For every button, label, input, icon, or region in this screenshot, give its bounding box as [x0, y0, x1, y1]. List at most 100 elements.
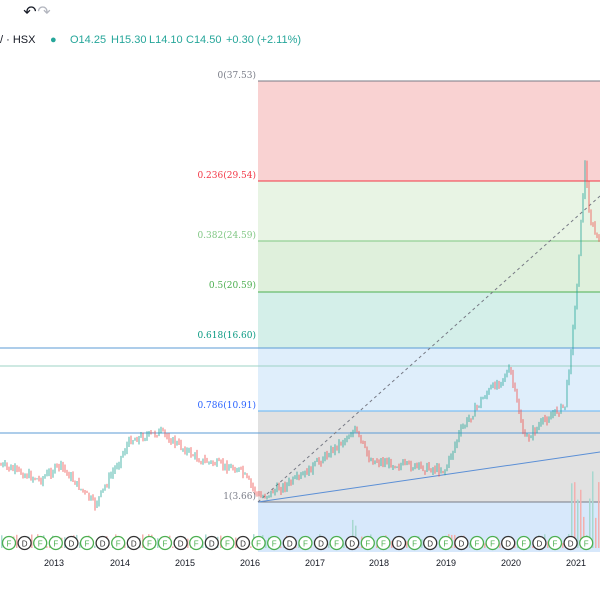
earnings-icon[interactable] [298, 535, 313, 551]
earnings-icon[interactable] [579, 535, 594, 551]
volume-bar [235, 537, 237, 548]
event-marker-letter: D [178, 540, 184, 549]
earnings-icon[interactable] [142, 535, 157, 551]
event-marker-letter: F [412, 540, 417, 549]
dividend-icon[interactable] [532, 535, 547, 551]
event-marker-letter: F [490, 540, 495, 549]
volume-bar [547, 541, 549, 548]
change-value: +0.30 (+2.11%) [226, 34, 302, 46]
event-marker-letter: F [521, 540, 526, 549]
year-label-2019: 2019 [436, 558, 457, 568]
event-marker-letter: F [443, 540, 448, 549]
earnings-icon[interactable] [485, 535, 500, 551]
fib-zone-0-0236 [258, 81, 600, 181]
fib-label-2: 0.382(24.59) [197, 231, 256, 241]
volume-bar [172, 546, 174, 548]
event-marker-letter: D [537, 540, 543, 549]
earnings-icon[interactable] [407, 535, 422, 551]
year-label-2018: 2018 [369, 558, 390, 568]
fib-label-3: 0.5(20.59) [208, 281, 256, 291]
event-marker-letter: F [116, 540, 121, 549]
earnings-icon[interactable] [220, 535, 235, 551]
earnings-icon[interactable] [189, 535, 204, 551]
earnings-icon[interactable] [157, 535, 173, 551]
symbol-label[interactable]: / · HSX [0, 34, 36, 46]
earnings-icon[interactable] [376, 535, 391, 551]
event-marker-letter: F [334, 540, 339, 549]
volume-bar [421, 539, 423, 548]
dividend-icon[interactable] [454, 535, 469, 551]
event-marker-letter: F [381, 540, 386, 549]
event-marker-letter: D [287, 540, 293, 549]
fib-label-4: 0.618(16.60) [197, 331, 256, 341]
earnings-icon[interactable] [438, 535, 453, 551]
dividend-icon[interactable] [235, 535, 251, 551]
event-marker-letter: D [69, 540, 75, 549]
volume-bar [589, 498, 591, 548]
trend-line[interactable] [257, 451, 600, 503]
event-marker-letter: F [256, 540, 261, 549]
volume-bar [358, 547, 360, 548]
dividend-icon[interactable] [282, 535, 297, 551]
volume-bar [580, 489, 582, 548]
earnings-icon[interactable] [79, 535, 95, 551]
dividend-icon[interactable] [64, 535, 79, 551]
volume-bar [532, 546, 534, 548]
high-value: H15.30 [111, 34, 147, 46]
dividend-icon[interactable] [391, 535, 407, 551]
volume-bar [280, 546, 282, 548]
earnings-icon[interactable] [251, 535, 266, 551]
volume-bar [598, 482, 600, 548]
undo-icon[interactable]: ↶ [23, 4, 37, 21]
earnings-icon[interactable] [48, 535, 63, 551]
earnings-icon[interactable] [1, 535, 17, 551]
year-label-2015: 2015 [175, 558, 196, 568]
open-value: O14.25 [70, 34, 107, 46]
earnings-icon[interactable] [111, 535, 126, 551]
dividend-icon[interactable] [345, 535, 360, 551]
event-marker-letter: F [584, 540, 589, 549]
fib-zone-05-0618 [258, 292, 600, 348]
event-marker-letter: D [209, 540, 215, 549]
dividend-icon[interactable] [95, 535, 110, 551]
event-marker-letter: F [272, 540, 277, 549]
volume-bar [469, 542, 471, 548]
dividend-icon[interactable] [501, 535, 516, 551]
volume-bar [31, 534, 33, 548]
volume-bar [499, 543, 501, 548]
dividend-icon[interactable] [563, 535, 578, 551]
volume-bar [250, 546, 252, 548]
earnings-icon[interactable] [329, 535, 344, 551]
event-marker-letter: D [427, 540, 433, 549]
event-marker-letter: F [163, 540, 168, 549]
earnings-icon[interactable] [469, 535, 485, 551]
fib-trend-diagonal[interactable] [257, 195, 600, 503]
fib-label-5: 0.786(10.91) [197, 401, 256, 411]
earnings-icon[interactable] [516, 535, 531, 551]
fib-zone-0618-0786 [258, 348, 600, 411]
event-marker-letter: F [194, 540, 199, 549]
volume-bar [595, 517, 597, 548]
dividend-icon[interactable] [204, 535, 219, 551]
volume-bar [79, 542, 81, 548]
dividend-icon[interactable] [423, 535, 438, 551]
dividend-icon[interactable] [313, 535, 329, 551]
volume-bar [16, 534, 18, 548]
year-label-2016: 2016 [240, 558, 261, 568]
redo-icon[interactable]: ↷ [37, 4, 51, 21]
dividend-icon[interactable] [173, 535, 188, 551]
volume-bar [328, 543, 330, 548]
earnings-icon[interactable] [33, 535, 48, 551]
earnings-icon[interactable] [267, 535, 282, 551]
event-marker-letter: D [349, 540, 355, 549]
dividend-icon[interactable] [126, 535, 141, 551]
event-marker-letter: D [568, 540, 574, 549]
volume-bar [283, 547, 285, 548]
toolbar: ↶ ↷ [0, 0, 600, 28]
dividend-icon[interactable] [17, 535, 32, 551]
earnings-icon[interactable] [360, 535, 375, 551]
earnings-icon[interactable] [547, 535, 563, 551]
volume-bar [265, 540, 267, 548]
